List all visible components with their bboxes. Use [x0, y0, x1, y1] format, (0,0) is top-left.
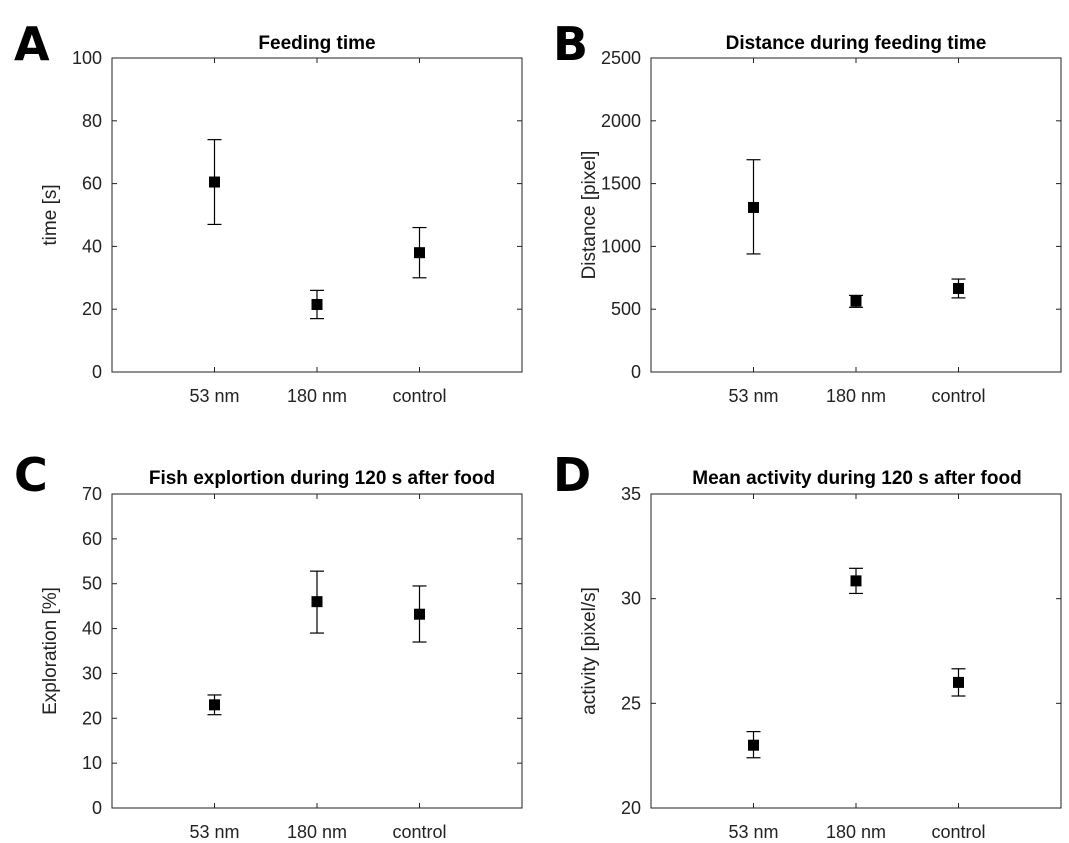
panel-b-ytick-label: 1000 — [601, 236, 641, 256]
panel-c-category-label: 180 nm — [287, 822, 347, 842]
panel-b-category-label: 180 nm — [826, 386, 886, 406]
panel-d-category-label: control — [931, 822, 985, 842]
panel-a-ytick-label: 60 — [82, 174, 102, 194]
panel-b-plot-frame — [650, 57, 1062, 373]
panel-c-ytick-label: 0 — [92, 798, 102, 818]
panel-letter-d: D — [553, 448, 591, 502]
panel-a: A Feeding time 0 20 40 60 80 100 53 nm 180 nm co… — [14, 17, 523, 406]
panel-d-plot-frame — [650, 493, 1062, 809]
panel-a-ytick-label: 20 — [82, 299, 102, 319]
panel-d: D Mean activity during 120 s after food … — [553, 448, 1062, 842]
panel-b-ytick-label: 0 — [631, 362, 641, 382]
panel-b-data-point — [850, 295, 862, 307]
panel-letter-b: B — [553, 17, 588, 71]
panel-c-category-label: 53 nm — [189, 822, 239, 842]
panel-letter-a: A — [14, 17, 50, 71]
panel-c-data-point — [414, 608, 425, 620]
panel-b-ytick-label: 1500 — [601, 174, 641, 194]
panel-c-ytick-label: 70 — [82, 484, 102, 504]
panel-c-ytick-label: 50 — [82, 574, 102, 594]
panel-c-ytick-label: 60 — [82, 529, 102, 549]
panel-c-category-label: control — [392, 822, 446, 842]
panel-b-ylabel: Distance [pixel] — [579, 151, 600, 280]
panel-c-data-point — [311, 596, 323, 608]
panel-a-ytick-label: 80 — [82, 111, 102, 131]
panel-b-ytick-label: 2500 — [601, 48, 641, 68]
panel-a-data-point — [414, 247, 425, 259]
panel-a-category-label: 180 nm — [287, 386, 347, 406]
panel-c-ylabel: Exploration [%] — [40, 587, 61, 715]
panel-a-category-label: 53 nm — [189, 386, 239, 406]
panel-a-ytick-label: 100 — [72, 48, 102, 68]
panel-c-ytick-label: 20 — [82, 708, 102, 728]
panel-d-ytick-label: 25 — [621, 693, 641, 713]
panel-d-title: Mean activity during 120 s after food — [692, 468, 1021, 489]
panel-a-ytick-label: 0 — [92, 362, 102, 382]
panel-b-ytick-label: 2000 — [601, 111, 641, 131]
panel-c-data-point — [209, 699, 220, 711]
panel-c-ytick-label: 10 — [82, 753, 102, 773]
panel-d-category-label: 53 nm — [728, 822, 778, 842]
panel-a-data-point — [209, 176, 220, 188]
panel-d-data-point — [953, 676, 964, 688]
panel-c-title: Fish explortion during 120 s after food — [149, 468, 495, 489]
panel-d-data-point — [850, 575, 862, 587]
panel-letter-c: C — [14, 448, 48, 502]
panel-b-title: Distance during feeding time — [726, 33, 987, 54]
panel-d-data-point — [748, 739, 759, 751]
panel-b-data-point — [748, 201, 759, 213]
panel-b: B Distance during feeding time 0 500 1000 1… — [553, 17, 1062, 406]
panel-b-category-label: 53 nm — [728, 386, 778, 406]
panel-c-ytick-label: 30 — [82, 663, 102, 683]
panel-c-ytick-label: 40 — [82, 619, 102, 639]
panel-a-plot-frame — [111, 57, 523, 373]
panel-b-ytick-label: 500 — [611, 299, 641, 319]
panel-d-ytick-label: 20 — [621, 798, 641, 818]
panel-b-category-label: control — [931, 386, 985, 406]
panel-a-ylabel: time [s] — [40, 184, 61, 245]
panel-d-ylabel: activity [pixel/s] — [579, 587, 600, 715]
panel-c: C Fish explortion during 120 s after foo… — [14, 448, 523, 842]
panel-a-ytick-label: 40 — [82, 236, 102, 256]
panel-a-data-point — [311, 298, 323, 310]
panel-b-data-point — [953, 282, 964, 294]
panel-a-title: Feeding time — [258, 33, 375, 54]
panel-d-ytick-label: 35 — [621, 484, 641, 504]
panel-d-category-label: 180 nm — [826, 822, 886, 842]
panel-c-plot-frame — [111, 493, 523, 809]
panel-a-category-label: control — [392, 386, 446, 406]
panel-d-ytick-label: 30 — [621, 589, 641, 609]
